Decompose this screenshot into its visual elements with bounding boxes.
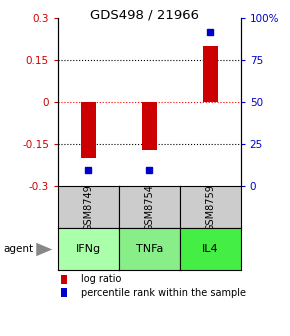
Bar [142,102,157,150]
Polygon shape [36,243,52,256]
Text: agent: agent [3,245,33,254]
Bar [203,46,218,102]
Text: TNFa: TNFa [136,245,163,254]
Text: GSM8754: GSM8754 [144,184,154,231]
Text: GSM8759: GSM8759 [205,184,215,231]
Text: percentile rank within the sample: percentile rank within the sample [81,288,246,298]
Text: GSM8749: GSM8749 [84,184,93,231]
Text: IL4: IL4 [202,245,219,254]
Text: log ratio: log ratio [81,275,122,285]
Text: GDS498 / 21966: GDS498 / 21966 [90,8,200,22]
Text: IFNg: IFNg [76,245,101,254]
Bar [81,102,96,159]
